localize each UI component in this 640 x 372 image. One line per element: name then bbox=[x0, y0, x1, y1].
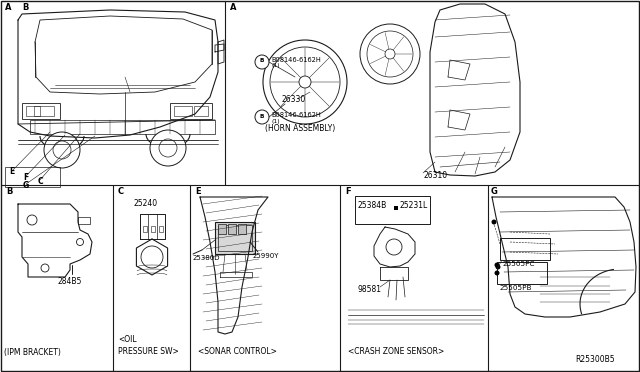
Bar bbox=[34, 106, 54, 116]
Circle shape bbox=[495, 263, 499, 267]
Bar bbox=[500, 238, 550, 260]
Text: (IPM BRACKET): (IPM BRACKET) bbox=[4, 347, 61, 356]
Bar bbox=[355, 196, 430, 224]
Text: PRESSURE SW>: PRESSURE SW> bbox=[118, 346, 179, 356]
Bar bbox=[170, 103, 212, 119]
Bar bbox=[215, 222, 255, 254]
Text: <SONAR CONTROL>: <SONAR CONTROL> bbox=[198, 347, 277, 356]
Bar bbox=[194, 106, 208, 116]
Bar bbox=[159, 226, 163, 232]
Circle shape bbox=[141, 246, 163, 268]
Text: A: A bbox=[5, 3, 12, 13]
Circle shape bbox=[360, 24, 420, 84]
Text: B: B bbox=[22, 3, 28, 13]
Circle shape bbox=[270, 47, 340, 117]
Circle shape bbox=[44, 132, 80, 168]
Text: C: C bbox=[118, 187, 124, 196]
Circle shape bbox=[263, 40, 347, 124]
Bar bbox=[22, 103, 60, 119]
Circle shape bbox=[299, 76, 311, 88]
Text: 25505PC: 25505PC bbox=[502, 261, 534, 267]
Text: <CRASH ZONE SENSOR>: <CRASH ZONE SENSOR> bbox=[348, 347, 444, 356]
Circle shape bbox=[150, 130, 186, 166]
Text: E: E bbox=[9, 167, 14, 176]
Text: F: F bbox=[345, 187, 351, 196]
Text: (HORN ASSEMBLY): (HORN ASSEMBLY) bbox=[265, 124, 335, 132]
Text: (1): (1) bbox=[271, 119, 280, 124]
Circle shape bbox=[367, 31, 413, 77]
Circle shape bbox=[255, 110, 269, 124]
Text: 25240: 25240 bbox=[134, 199, 158, 208]
Circle shape bbox=[41, 264, 49, 272]
Circle shape bbox=[495, 270, 499, 276]
Circle shape bbox=[77, 238, 83, 246]
Text: G: G bbox=[491, 187, 498, 196]
Text: E: E bbox=[195, 187, 200, 196]
Circle shape bbox=[492, 219, 497, 224]
Bar bbox=[26, 106, 40, 116]
Text: 25505PB: 25505PB bbox=[499, 285, 531, 291]
Circle shape bbox=[386, 239, 402, 255]
Circle shape bbox=[159, 139, 177, 157]
Text: 25231L: 25231L bbox=[400, 202, 428, 211]
Bar bbox=[394, 206, 398, 210]
Bar bbox=[238, 224, 246, 234]
Circle shape bbox=[27, 215, 37, 225]
Text: 25384B: 25384B bbox=[357, 202, 387, 211]
Text: 98581: 98581 bbox=[358, 285, 382, 295]
Text: 26310: 26310 bbox=[424, 171, 448, 180]
Text: B08146-6162H: B08146-6162H bbox=[271, 57, 321, 63]
Text: 25990Y: 25990Y bbox=[253, 253, 280, 259]
Text: 26330: 26330 bbox=[282, 96, 307, 105]
Bar bbox=[497, 262, 547, 284]
Bar bbox=[151, 226, 155, 232]
Bar bbox=[143, 226, 147, 232]
Text: B08146-6162H: B08146-6162H bbox=[271, 112, 321, 118]
Text: <OIL: <OIL bbox=[118, 336, 136, 344]
Text: R25300B5: R25300B5 bbox=[575, 356, 614, 365]
Bar bbox=[30, 120, 215, 134]
Text: A: A bbox=[230, 3, 237, 13]
Circle shape bbox=[495, 264, 500, 269]
Circle shape bbox=[255, 55, 269, 69]
Text: G: G bbox=[23, 180, 29, 189]
Bar bbox=[218, 225, 252, 251]
Bar bbox=[174, 106, 192, 116]
Bar bbox=[228, 224, 236, 234]
Circle shape bbox=[385, 49, 395, 59]
Text: B: B bbox=[260, 113, 264, 119]
Bar bbox=[218, 224, 226, 234]
Text: 25380D: 25380D bbox=[193, 255, 221, 261]
Text: 284B5: 284B5 bbox=[58, 276, 83, 285]
Text: B: B bbox=[260, 58, 264, 64]
Bar bbox=[5, 167, 60, 187]
Text: F: F bbox=[23, 173, 28, 182]
Text: (1): (1) bbox=[271, 64, 280, 68]
Text: B: B bbox=[6, 187, 12, 196]
Text: C: C bbox=[38, 176, 44, 186]
Circle shape bbox=[53, 141, 71, 159]
